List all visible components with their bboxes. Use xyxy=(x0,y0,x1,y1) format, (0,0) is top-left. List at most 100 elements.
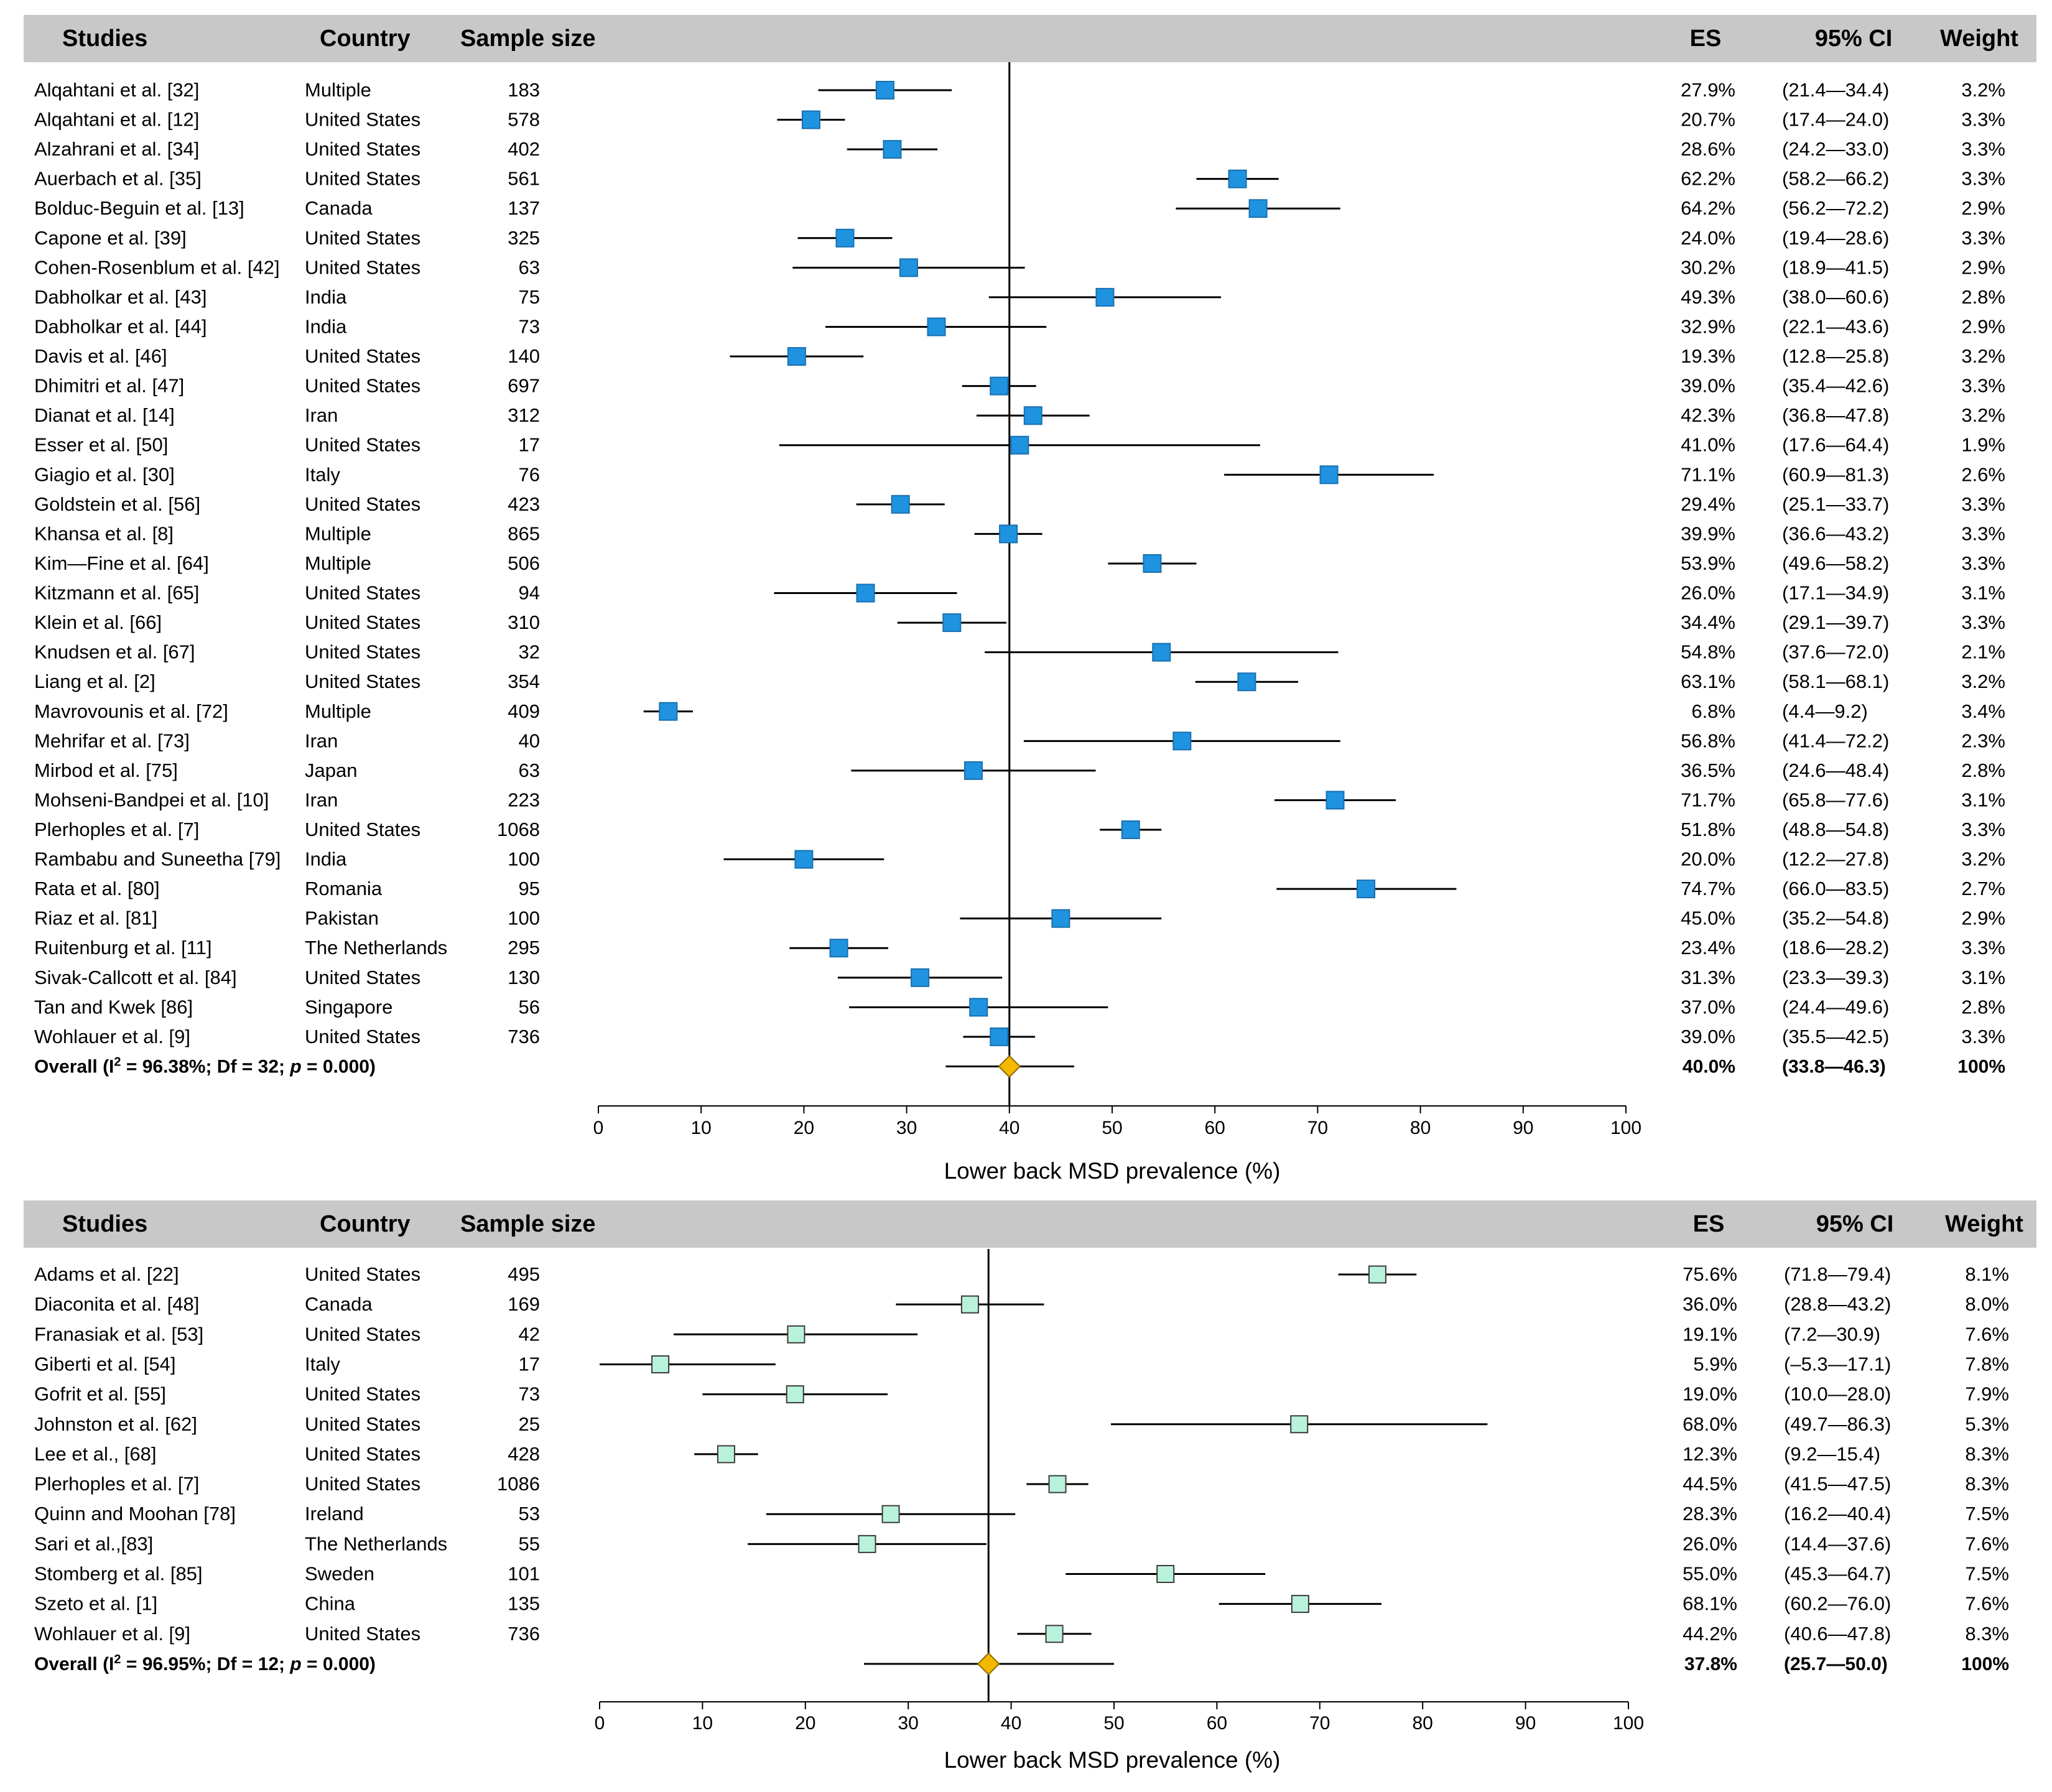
study-country: United States xyxy=(305,1263,420,1285)
study-es-marker xyxy=(1172,731,1192,751)
study-ci-label: (9.2—15.4) xyxy=(1784,1443,1880,1465)
study-ci-label: (35.4—42.6) xyxy=(1782,375,1889,397)
x-axis-tick-label: 60 xyxy=(1207,1713,1227,1734)
study-sample-size: 1068 xyxy=(497,819,540,840)
study-es-label: 42.3% xyxy=(1681,404,1735,426)
study-es-label: 28.3% xyxy=(1683,1503,1737,1525)
study-ci-label: (28.8—43.2) xyxy=(1784,1293,1891,1315)
study-name: Klein et al. [66] xyxy=(34,611,162,633)
overall-label: Overall (I2 = 96.38%; Df = 32; p = 0.000… xyxy=(34,1055,376,1077)
study-name: Dhimitri et al. [47] xyxy=(34,375,184,397)
study-es-marker xyxy=(1319,465,1339,485)
study-es-marker xyxy=(899,258,918,277)
study-country: Italy xyxy=(305,1353,340,1375)
study-weight-label: 7.6% xyxy=(1965,1593,2009,1615)
study-sample-size: 75 xyxy=(519,286,540,308)
study-sample-size: 1086 xyxy=(497,1473,540,1495)
study-country: United States xyxy=(305,138,420,160)
study-weight-label: 2.8% xyxy=(1961,286,2005,308)
study-name: Wohlauer et al. [9] xyxy=(34,1623,190,1645)
study-name: Alqahtani et al. [32] xyxy=(34,79,199,101)
study-sample-size: 865 xyxy=(508,522,540,544)
study-name: Dabholkar et al. [43] xyxy=(34,286,207,308)
header-sample-size: Sample size xyxy=(460,26,596,52)
study-ci-label: (49.6—58.2) xyxy=(1782,552,1889,574)
study-ci-label: (24.6—48.4) xyxy=(1782,759,1889,781)
study-country: Iran xyxy=(305,730,338,751)
study-weight-label: 3.4% xyxy=(1961,700,2005,722)
study-name: Mirbod et al. [75] xyxy=(34,759,178,781)
study-country: Singapore xyxy=(305,996,392,1018)
study-es-marker xyxy=(881,1505,900,1523)
study-country: Ireland xyxy=(305,1503,364,1525)
study-ci-label: (71.8—79.4) xyxy=(1784,1263,1891,1285)
study-es-label: 51.8% xyxy=(1681,819,1735,840)
study-ci-label: (38.0—60.6) xyxy=(1782,286,1889,308)
study-country: United States xyxy=(305,819,420,840)
study-sample-size: 137 xyxy=(508,197,540,219)
study-es-label: 30.2% xyxy=(1681,256,1735,278)
header-es: ES xyxy=(1693,1211,1725,1237)
study-sample-size: 561 xyxy=(508,168,540,190)
study-es-label: 20.7% xyxy=(1681,109,1735,131)
study-es-marker xyxy=(858,1534,876,1553)
study-weight-label: 7.9% xyxy=(1965,1383,2009,1405)
forest-panel-overall: Studies Country Sample size ES 95% CI Weight A… xyxy=(24,15,2036,1184)
study-weight-label: 3.3% xyxy=(1961,1026,2005,1047)
study-country: United States xyxy=(305,227,420,249)
study-name: Giagio et al. [30] xyxy=(34,463,175,485)
study-es-marker xyxy=(1325,791,1345,810)
study-es-label: 68.1% xyxy=(1683,1593,1737,1615)
study-ci-label: (17.4—24.0) xyxy=(1782,109,1889,131)
x-axis-tick-label: 50 xyxy=(1102,1118,1122,1138)
study-name: Quinn and Moohan [78] xyxy=(34,1503,236,1525)
study-sample-size: 223 xyxy=(508,789,540,810)
study-es-label: 37.0% xyxy=(1681,996,1735,1018)
study-name: Dianat et al. [14] xyxy=(34,404,175,426)
study-sample-size: 495 xyxy=(508,1263,540,1285)
study-ci-label: (58.2—66.2) xyxy=(1782,168,1889,190)
study-weight-label: 3.3% xyxy=(1961,493,2005,515)
study-weight-label: 7.6% xyxy=(1965,1533,2009,1554)
study-sample-size: 736 xyxy=(508,1623,540,1645)
x-axis-tick-label: 90 xyxy=(1515,1713,1536,1734)
study-name: Goldstein et al. [56] xyxy=(34,493,200,515)
study-country: United States xyxy=(305,109,420,131)
study-ci-label: (66.0—83.5) xyxy=(1782,878,1889,899)
study-name: Franasiak et al. [53] xyxy=(34,1323,203,1345)
study-ci-label: (36.6—43.2) xyxy=(1782,522,1889,544)
study-sample-size: 100 xyxy=(508,848,540,870)
study-es-label: 5.9% xyxy=(1693,1353,1737,1375)
study-es-marker xyxy=(1010,435,1029,455)
study-country: Multiple xyxy=(305,79,371,101)
study-sample-size: 428 xyxy=(508,1443,540,1465)
study-es-marker xyxy=(1357,880,1376,899)
study-sample-size: 94 xyxy=(519,582,540,604)
study-weight-label: 8.1% xyxy=(1965,1263,2009,1285)
header-ci: 95% CI xyxy=(1815,26,1893,52)
study-country: Sweden xyxy=(305,1563,374,1585)
study-es-marker xyxy=(801,110,820,129)
study-sample-size: 736 xyxy=(508,1026,540,1047)
study-name: Wohlauer et al. [9] xyxy=(34,1026,190,1047)
study-sample-size: 697 xyxy=(508,375,540,397)
study-ci-label: (19.4—28.6) xyxy=(1782,227,1889,249)
study-country: Canada xyxy=(305,1293,373,1315)
header-country: Country xyxy=(320,26,411,52)
study-sample-size: 423 xyxy=(508,493,540,515)
study-ci-label: (29.1—39.7) xyxy=(1782,611,1889,633)
study-country: United States xyxy=(305,582,420,604)
study-sample-size: 402 xyxy=(508,138,540,160)
study-sample-size: 73 xyxy=(519,315,540,337)
study-country: United States xyxy=(305,641,420,663)
study-name: Bolduc-Beguin et al. [13] xyxy=(34,197,244,219)
study-name: Rata et al. [80] xyxy=(34,878,160,899)
study-weight-label: 5.3% xyxy=(1965,1413,2009,1435)
study-es-marker xyxy=(990,1027,1009,1046)
study-sample-size: 169 xyxy=(508,1293,540,1315)
study-es-marker xyxy=(835,228,855,248)
study-country: India xyxy=(305,315,347,337)
study-country: The Netherlands xyxy=(305,937,447,959)
study-ci-label: (21.4—34.4) xyxy=(1782,79,1889,101)
study-ci-label: (60.2—76.0) xyxy=(1784,1593,1891,1615)
